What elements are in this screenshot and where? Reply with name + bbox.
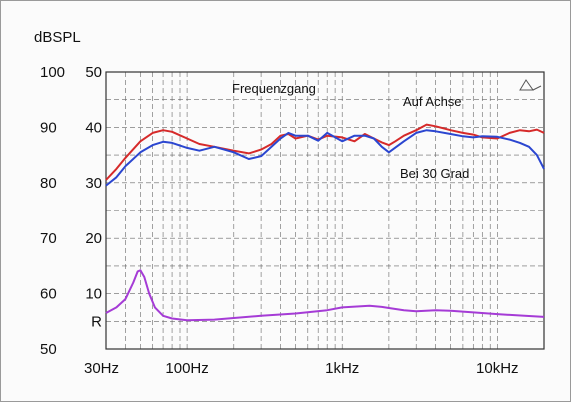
y-tick-label: 50 [40, 341, 57, 358]
chart-title: Frequenzgang [232, 81, 316, 96]
series-group [105, 123, 545, 322]
triangle-marker-icon [519, 79, 542, 91]
y-tick-label: 90 [40, 119, 57, 136]
annotation-bei-30-grad: Bei 30 Grad [400, 166, 469, 181]
y-tick-label: 70 [40, 230, 57, 247]
series-line-r [105, 269, 545, 322]
y2-tick-label: 40 [85, 119, 102, 136]
y-tick-label: 60 [40, 286, 57, 303]
y2-tick-label: 30 [85, 175, 102, 192]
grid [106, 72, 544, 349]
y2-tick-label: R [91, 313, 102, 330]
y-tick-label: 80 [40, 175, 57, 192]
series-line-bei-30-grad [105, 129, 545, 187]
label-group: dBSPL Frequenzgang Auf Achse Bei 30 Grad… [34, 29, 519, 377]
y-tick-label: 100 [40, 64, 65, 81]
series-line-auf-achse [105, 123, 545, 181]
x-tick-label: 10kHz [476, 360, 519, 377]
x-tick-label: 1kHz [325, 360, 359, 377]
x-tick-label: 30Hz [84, 360, 119, 377]
annotation-auf-achse: Auf Achse [403, 94, 462, 109]
y2-tick-label: 50 [85, 64, 102, 81]
y-axis-title: dBSPL [34, 29, 81, 46]
y2-tick-label: 10 [85, 286, 102, 303]
x-tick-label: 100Hz [165, 360, 208, 377]
y2-tick-label: 20 [85, 230, 102, 247]
plot-area [105, 71, 545, 350]
